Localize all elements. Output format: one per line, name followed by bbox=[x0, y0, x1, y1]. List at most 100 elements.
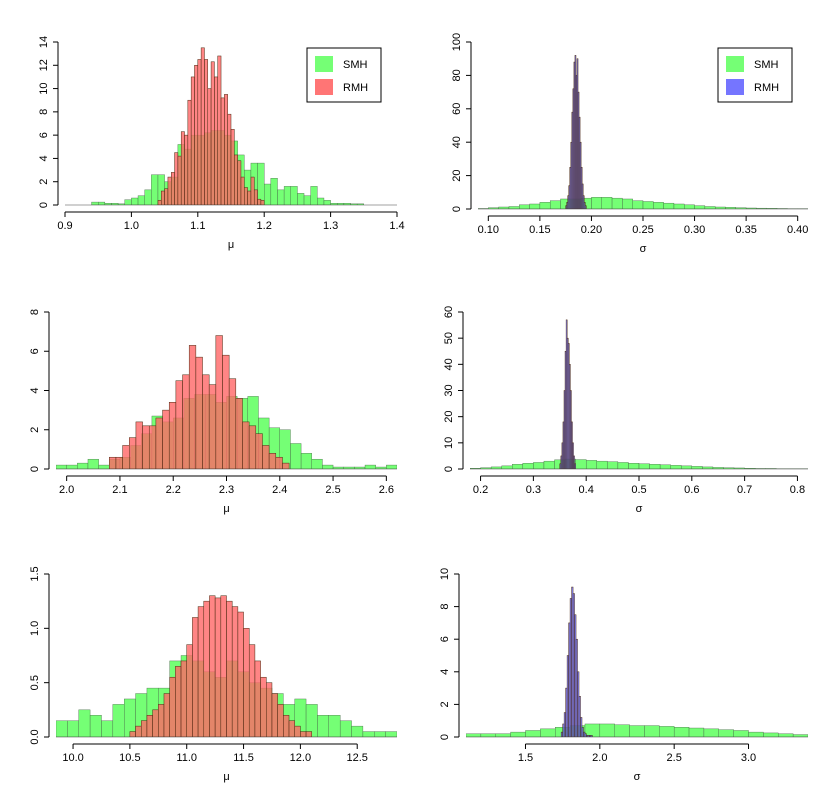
bar-smh-8 bbox=[144, 189, 152, 205]
legend: SMH RMH bbox=[717, 47, 793, 103]
bar-smh-29 bbox=[283, 186, 291, 205]
bar-smh-22 bbox=[792, 734, 808, 737]
y-tick-label: 2 bbox=[439, 701, 451, 707]
bar-smh-20 bbox=[763, 732, 779, 737]
bar-smh-5 bbox=[112, 704, 125, 737]
bar-smh-20 bbox=[684, 204, 695, 209]
bar-smh-6 bbox=[131, 197, 139, 205]
bar-rmh-4 bbox=[170, 172, 175, 205]
x-tick-label: 12.5 bbox=[347, 752, 368, 764]
bar-smh-14 bbox=[673, 727, 690, 737]
bar-rmh-29 bbox=[253, 189, 258, 205]
bar-smh-28 bbox=[277, 189, 285, 205]
bar-rmh-7 bbox=[180, 131, 185, 205]
bar-smh-23 bbox=[317, 715, 329, 737]
bar-smh-17 bbox=[653, 202, 664, 209]
bar-rmh-27 bbox=[247, 190, 252, 205]
bar-smh-30 bbox=[290, 186, 298, 205]
x-tick-label: 1.4 bbox=[389, 220, 404, 232]
bar-rmh-12 bbox=[197, 59, 202, 205]
bar-smh-20 bbox=[681, 465, 693, 469]
chart-panel-row3-left: 10.0 10.5 11.0 11.5 12.0 12.5 μ 0.0 0.5 1.0 1.5 bbox=[29, 566, 397, 783]
y-tick-label: 40 bbox=[451, 136, 463, 148]
bar-smh-16 bbox=[638, 463, 650, 469]
bar-rmh-17 bbox=[226, 600, 233, 737]
bar-rmh-16 bbox=[210, 61, 215, 205]
bar-smh-18 bbox=[659, 464, 671, 469]
bar-rmh-10 bbox=[186, 644, 193, 737]
bar-rmh-11 bbox=[192, 617, 199, 737]
chart-panel-row1-left: 0.9 1.0 1.1 1.2 1.3 1.4 μ 0 2 4 6 8 10 12 14 SMH RMH bbox=[38, 36, 405, 251]
bar-smh-5 bbox=[522, 463, 534, 469]
y-tick-label: 10 bbox=[38, 82, 50, 94]
x-tick-label: 2.2 bbox=[166, 484, 181, 496]
bar-smh-19 bbox=[748, 731, 764, 737]
x-tick-label: 0.4 bbox=[579, 484, 594, 496]
legend-swatch-rmh bbox=[315, 79, 333, 95]
bar-smh-10 bbox=[575, 459, 587, 469]
x-tick-label: 0.7 bbox=[737, 484, 752, 496]
y-tick-label: 20 bbox=[443, 411, 455, 423]
y-tick-label: 2 bbox=[38, 179, 50, 185]
bar-smh-13 bbox=[611, 197, 623, 209]
x-tick-label: 1.2 bbox=[257, 220, 272, 232]
y-tick-label: 0 bbox=[451, 206, 463, 212]
bar-rmh-21 bbox=[248, 644, 256, 737]
bar-smh-3 bbox=[510, 731, 526, 737]
bar-smh-12 bbox=[644, 725, 660, 737]
bar-rmh-10 bbox=[175, 380, 183, 469]
bar-rmh-14 bbox=[202, 374, 210, 469]
bar-smh-7 bbox=[549, 200, 561, 209]
bar-smh-16 bbox=[642, 201, 654, 209]
y-tick-label: 1.0 bbox=[29, 621, 41, 636]
bar-rmh-21 bbox=[248, 425, 257, 469]
bar-rmh-9 bbox=[180, 660, 187, 737]
x-tick-label: 10.0 bbox=[62, 752, 83, 764]
bar-rmh-8 bbox=[162, 409, 170, 469]
bar-rmh-14 bbox=[574, 463, 576, 469]
bar-rmh-2 bbox=[122, 445, 130, 469]
bar-rmh-13 bbox=[200, 47, 205, 205]
bar-smh-25 bbox=[322, 464, 334, 469]
legend-swatch-rmh bbox=[726, 79, 744, 95]
bar-smh-13 bbox=[659, 726, 675, 737]
bar-smh-28 bbox=[374, 731, 386, 737]
bar-rmh-13 bbox=[195, 356, 203, 469]
x-tick-label: 0.5 bbox=[631, 484, 646, 496]
y-tick-label: 6 bbox=[29, 348, 41, 354]
bar-smh-2 bbox=[495, 733, 511, 737]
bar-rmh-0 bbox=[109, 456, 117, 469]
y-tick-label: 60 bbox=[443, 306, 455, 318]
bar-rmh-6 bbox=[177, 155, 182, 205]
bar-smh-25 bbox=[339, 720, 352, 737]
bar-rmh-12 bbox=[188, 345, 197, 469]
bar-rmh-5 bbox=[174, 152, 179, 205]
bar-smh-19 bbox=[673, 203, 685, 209]
bar-rmh-8 bbox=[184, 134, 189, 205]
bar-smh-35 bbox=[323, 200, 331, 205]
y-tick-label: 20 bbox=[451, 169, 463, 181]
bar-smh-2 bbox=[78, 709, 91, 737]
y-tick-label: 40 bbox=[443, 358, 455, 370]
bar-smh-1 bbox=[97, 201, 106, 205]
legend-label-rmh: RMH bbox=[754, 82, 779, 94]
bar-rmh-19 bbox=[235, 398, 243, 469]
bar-rmh-24 bbox=[266, 682, 273, 737]
x-tick-label: 0.25 bbox=[632, 224, 653, 236]
chart-panel-row2-left: 2.0 2.1 2.2 2.3 2.4 2.5 2.6 μ 0 2 4 6 8 bbox=[29, 309, 397, 515]
legend: SMH RMH bbox=[306, 47, 382, 103]
bar-smh-17 bbox=[649, 464, 661, 469]
legend-swatch-smh bbox=[726, 56, 744, 72]
bar-rmh-20 bbox=[242, 421, 250, 469]
x-tick-label: 0.30 bbox=[684, 224, 705, 236]
bar-rmh-26 bbox=[244, 187, 248, 205]
x-tick-label: 11.5 bbox=[233, 752, 254, 764]
bar-rmh-3 bbox=[167, 176, 172, 205]
bar-rmh-25 bbox=[271, 693, 278, 737]
y-tick-label: 8 bbox=[29, 309, 41, 315]
bar-smh-34 bbox=[317, 197, 325, 205]
bar-rmh-12 bbox=[197, 606, 205, 737]
bar-smh-4 bbox=[525, 730, 541, 737]
bar-smh-0 bbox=[56, 720, 68, 737]
bar-smh-21 bbox=[694, 205, 706, 209]
